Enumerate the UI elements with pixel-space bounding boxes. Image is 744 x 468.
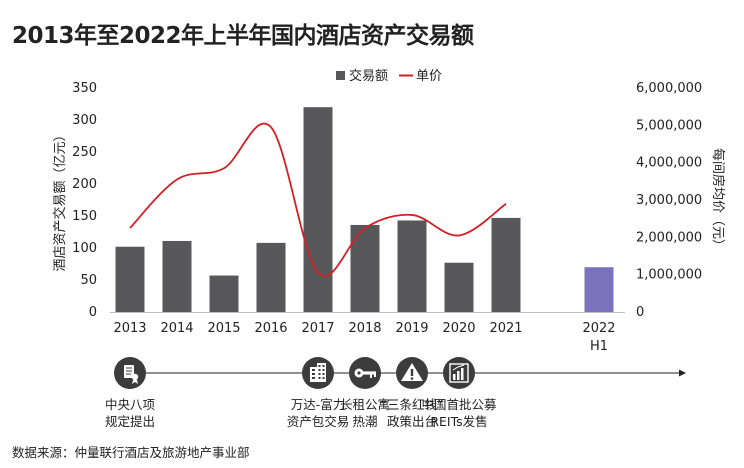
x-tick-9-sub: H1 bbox=[590, 339, 608, 354]
timeline-label-2-1: 热潮 bbox=[352, 414, 377, 429]
bar-2019 bbox=[397, 220, 427, 312]
bar-2020 bbox=[444, 262, 474, 312]
timeline: 中央八项规定提出万达-富力资产包交易长租公寓热潮“三条红线”政策出台中国首批公募… bbox=[105, 357, 686, 429]
y-axis-label-left: 酒店资产交易额（亿元） bbox=[52, 128, 68, 271]
timeline-label-3-0: “三条红线” bbox=[381, 397, 444, 412]
bar-2021 bbox=[491, 217, 521, 312]
y-tick-left-1: 50 bbox=[80, 273, 97, 288]
x-tick-8: 2021 bbox=[489, 321, 522, 336]
y-axis-label-right: 每间房均价（元） bbox=[710, 148, 726, 252]
bar-2016 bbox=[256, 242, 286, 312]
bar-2015 bbox=[209, 275, 239, 312]
building-icon bbox=[302, 357, 334, 389]
timeline-label-0-0: 中央八项 bbox=[105, 397, 155, 412]
timeline-label-4-0: 中国首批公募 bbox=[421, 397, 497, 412]
timeline-event-3: “三条红线” 政策出台 bbox=[381, 357, 444, 429]
page-title: 2013年至2022年上半年国内酒店资产交易额 bbox=[12, 23, 474, 49]
y-tick-right-6: 6,000,000 bbox=[636, 81, 702, 96]
y-tick-left-5: 250 bbox=[72, 145, 97, 160]
warning-icon bbox=[396, 357, 428, 389]
timeline-label-1-0: 万达-富力 bbox=[291, 397, 346, 412]
bar-chart-icon bbox=[443, 357, 475, 389]
y-tick-left-3: 150 bbox=[72, 209, 97, 224]
legend: 交易额 单价 bbox=[336, 68, 442, 84]
x-tick-1: 2014 bbox=[160, 321, 193, 336]
legend-bar-label: 交易额 bbox=[349, 68, 388, 84]
bar-2022-H1 bbox=[584, 267, 614, 312]
timeline-label-1-1: 资产包交易 bbox=[287, 414, 350, 429]
x-tick-4: 2017 bbox=[301, 321, 334, 336]
x-tick-7: 2020 bbox=[442, 321, 475, 336]
timeline-label-4-1: REITs发售 bbox=[430, 414, 487, 429]
source-note: 数据来源：仲量联行酒店及旅游地产事业部 bbox=[12, 445, 250, 460]
y-tick-left-6: 300 bbox=[72, 113, 97, 128]
timeline-event-4: 中国首批公募 REITs发售 bbox=[421, 357, 497, 429]
timeline-label-0-1: 规定提出 bbox=[105, 414, 155, 429]
bar-2013 bbox=[115, 246, 145, 312]
y-tick-left-2: 100 bbox=[72, 241, 97, 256]
x-tick-5: 2018 bbox=[348, 321, 381, 336]
bar-2014 bbox=[162, 240, 192, 312]
y-tick-right-4: 4,000,000 bbox=[636, 156, 702, 171]
price-line bbox=[129, 122, 507, 277]
legend-line-label: 单价 bbox=[416, 69, 442, 84]
y-tick-left-0: 0 bbox=[89, 305, 97, 320]
timeline-label-3-1: 政策出台 bbox=[387, 414, 437, 429]
key-icon bbox=[349, 357, 381, 389]
x-tick-9: 2022 bbox=[582, 321, 615, 336]
y-tick-left-7: 350 bbox=[72, 81, 97, 96]
y-tick-right-2: 2,000,000 bbox=[636, 230, 702, 245]
y-tick-right-3: 3,000,000 bbox=[636, 193, 702, 208]
x-tick-2: 2015 bbox=[207, 321, 240, 336]
y-tick-right-5: 5,000,000 bbox=[636, 118, 702, 133]
legend-bar-swatch bbox=[336, 71, 345, 80]
document-icon bbox=[114, 357, 146, 389]
x-tick-3: 2016 bbox=[254, 321, 287, 336]
x-tick-0: 2013 bbox=[113, 321, 146, 336]
y-tick-left-4: 200 bbox=[72, 177, 97, 192]
timeline-label-2-0: 长租公寓 bbox=[340, 397, 390, 412]
y-tick-right-0: 0 bbox=[636, 305, 644, 320]
y-tick-right-1: 1,000,000 bbox=[636, 268, 702, 283]
x-tick-6: 2019 bbox=[395, 321, 428, 336]
timeline-arrow-icon bbox=[679, 369, 686, 377]
bar-2017 bbox=[303, 107, 333, 312]
